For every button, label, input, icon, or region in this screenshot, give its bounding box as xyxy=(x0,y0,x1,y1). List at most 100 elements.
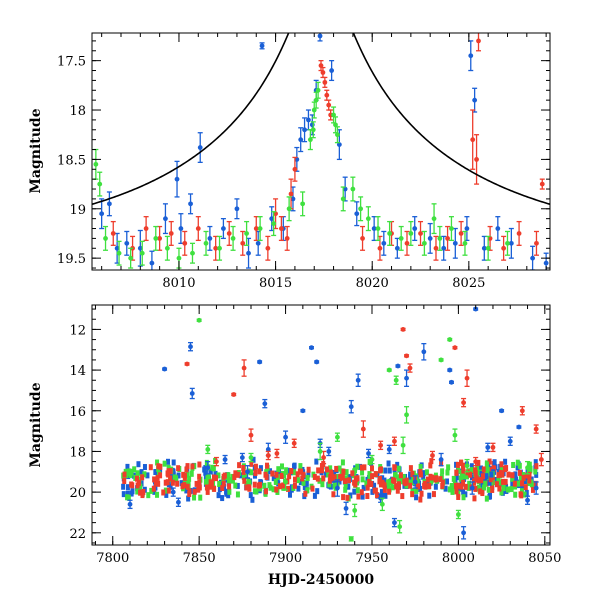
baseline-point xyxy=(503,465,508,472)
data-point xyxy=(273,211,278,217)
data-point xyxy=(290,196,296,202)
baseline-point xyxy=(503,478,508,485)
baseline-point xyxy=(340,474,345,481)
baseline-point xyxy=(168,475,173,482)
data-point xyxy=(438,457,444,462)
baseline-point xyxy=(427,483,432,490)
data-point xyxy=(441,245,447,251)
baseline-point xyxy=(125,463,130,470)
baseline-point xyxy=(198,494,203,501)
baseline-point xyxy=(163,479,168,486)
baseline-point xyxy=(211,465,216,472)
baseline-point xyxy=(258,481,263,488)
baseline-point xyxy=(190,463,195,470)
baseline-point xyxy=(154,479,159,486)
data-point xyxy=(456,512,461,517)
baseline-point xyxy=(244,484,249,491)
baseline-point xyxy=(310,485,315,492)
baseline-point xyxy=(499,489,504,496)
baseline-point xyxy=(324,466,329,473)
baseline-point xyxy=(152,488,157,495)
baseline-point xyxy=(249,469,254,476)
baseline-point xyxy=(328,465,333,472)
baseline-point xyxy=(454,488,459,495)
baseline-point xyxy=(155,474,160,481)
baseline-point xyxy=(327,481,332,488)
data-point xyxy=(516,231,522,236)
baseline-point xyxy=(479,477,484,484)
baseline-point xyxy=(289,468,294,475)
baseline-point xyxy=(454,482,459,489)
data-point xyxy=(231,392,237,397)
baseline-point xyxy=(472,495,477,502)
baseline-point xyxy=(510,480,515,487)
baseline-point xyxy=(418,485,423,492)
data-point xyxy=(298,137,304,143)
baseline-point xyxy=(128,468,133,475)
baseline-point xyxy=(488,476,493,483)
baseline-point xyxy=(140,474,145,481)
data-point xyxy=(240,240,246,246)
baseline-point xyxy=(211,474,216,481)
baseline-point xyxy=(204,484,209,491)
data-point xyxy=(354,211,360,217)
baseline-point xyxy=(533,459,538,466)
baseline-point xyxy=(408,479,413,486)
baseline-point xyxy=(511,461,516,468)
data-point xyxy=(534,240,539,246)
data-point xyxy=(291,440,297,446)
baseline-point xyxy=(230,477,235,484)
baseline-point xyxy=(176,465,181,472)
data-point xyxy=(377,245,383,251)
data-point xyxy=(358,206,364,212)
baseline-point xyxy=(456,493,461,500)
baseline-point xyxy=(496,477,501,484)
data-point xyxy=(149,260,155,266)
baseline-point xyxy=(379,489,384,496)
baseline-point xyxy=(459,459,464,466)
data-point xyxy=(468,53,474,59)
data-point xyxy=(386,367,392,373)
baseline-point xyxy=(387,467,392,474)
data-point xyxy=(317,33,323,39)
baseline-point xyxy=(306,466,311,473)
baseline-point xyxy=(121,491,126,498)
baseline-point xyxy=(360,493,365,500)
baseline-point xyxy=(456,482,461,489)
baseline-point xyxy=(241,468,246,475)
data-point xyxy=(360,426,366,432)
baseline-point xyxy=(271,486,276,493)
baseline-point xyxy=(497,485,502,492)
data-point xyxy=(350,186,356,192)
baseline-point xyxy=(286,485,291,492)
baseline-point xyxy=(319,467,324,474)
baseline-point xyxy=(296,477,301,484)
baseline-point xyxy=(352,488,357,495)
bottom-axis-ticks: 7800 7850 7900 7950 8000 8050 12 14 16 18 20 22 xyxy=(69,305,561,566)
baseline-point xyxy=(122,478,127,485)
baseline-point xyxy=(197,473,202,480)
baseline-point xyxy=(158,472,163,479)
baseline-point xyxy=(233,470,238,477)
baseline-point xyxy=(242,477,247,484)
baseline-point xyxy=(523,478,528,485)
data-point xyxy=(458,231,464,236)
baseline-point xyxy=(489,479,494,486)
data-point xyxy=(97,181,103,187)
baseline-point xyxy=(392,478,397,485)
data-point xyxy=(188,201,193,207)
data-point xyxy=(335,434,340,440)
data-point xyxy=(321,455,326,460)
data-point xyxy=(307,137,313,143)
baseline-point xyxy=(416,483,421,490)
baseline-point xyxy=(395,461,400,468)
baseline-point xyxy=(438,476,443,483)
baseline-point xyxy=(476,477,481,484)
baseline-point xyxy=(258,465,263,472)
data-point xyxy=(393,377,399,383)
x-tick-label: 8010 xyxy=(162,276,195,291)
baseline-point xyxy=(492,465,497,472)
baseline-point xyxy=(139,469,144,476)
data-point xyxy=(114,245,120,251)
baseline-point xyxy=(520,480,525,487)
